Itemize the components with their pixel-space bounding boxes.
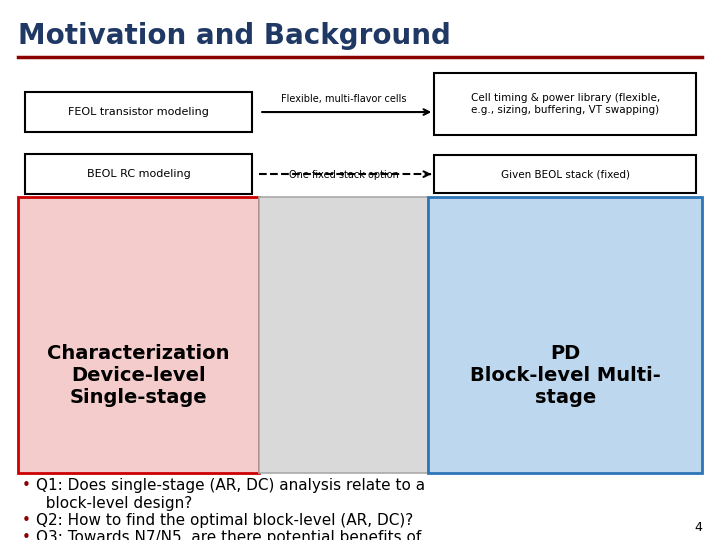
FancyBboxPatch shape <box>434 73 696 135</box>
Text: Q2: How to find the optimal block-level (AR, DC)?: Q2: How to find the optimal block-level … <box>36 513 413 528</box>
FancyBboxPatch shape <box>434 155 696 193</box>
FancyBboxPatch shape <box>428 197 702 472</box>
FancyBboxPatch shape <box>25 92 252 132</box>
Text: 4: 4 <box>694 521 702 534</box>
Text: •: • <box>22 478 30 493</box>
FancyBboxPatch shape <box>18 197 259 472</box>
Text: •: • <box>22 530 30 540</box>
Text: Q1: Does single-stage (AR, DC) analysis relate to a: Q1: Does single-stage (AR, DC) analysis … <box>36 478 425 493</box>
Text: Flexible, multi-flavor cells: Flexible, multi-flavor cells <box>281 93 407 104</box>
FancyBboxPatch shape <box>25 154 252 194</box>
Text: Motivation and Background: Motivation and Background <box>18 22 451 50</box>
Text: FEOL transistor modeling: FEOL transistor modeling <box>68 107 209 117</box>
FancyBboxPatch shape <box>259 197 428 472</box>
Text: One fixed stack option: One fixed stack option <box>289 170 399 179</box>
Text: PD
Block-level Multi-
stage: PD Block-level Multi- stage <box>470 344 660 407</box>
Text: •: • <box>22 513 30 528</box>
Text: Cell timing & power library (flexible,
e.g., sizing, buffering, VT swapping): Cell timing & power library (flexible, e… <box>471 93 660 115</box>
Text: BEOL RC modeling: BEOL RC modeling <box>86 169 191 179</box>
Text: Given BEOL stack (fixed): Given BEOL stack (fixed) <box>500 169 630 179</box>
Text: Characterization
Device-level
Single-stage: Characterization Device-level Single-sta… <box>48 344 230 407</box>
Text: Q3: Towards N7/N5, are there potential benefits of: Q3: Towards N7/N5, are there potential b… <box>36 530 421 540</box>
Text: block-level design?: block-level design? <box>36 496 192 511</box>
